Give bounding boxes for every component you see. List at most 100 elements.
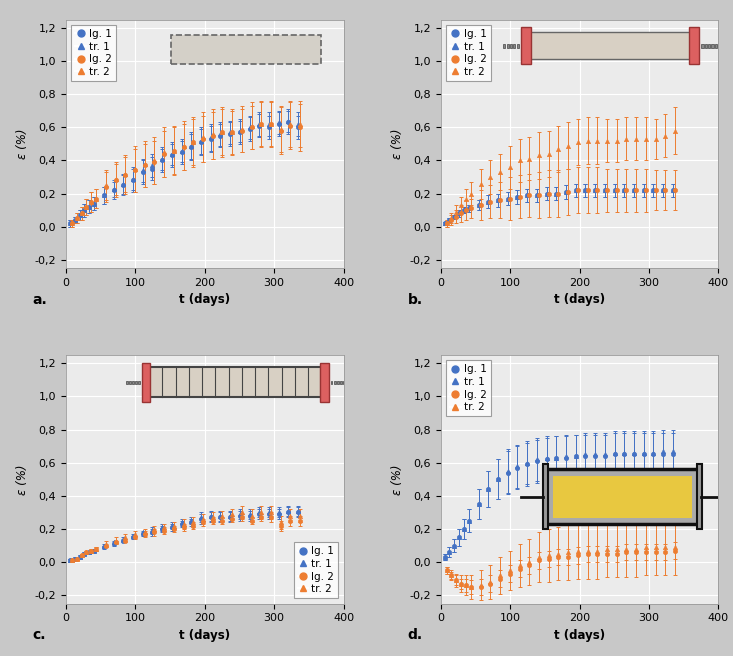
Point <box>224 127 236 138</box>
Legend: lg. 1, tr. 1, lg. 2, tr. 2: lg. 1, tr. 1, lg. 2, tr. 2 <box>446 25 490 81</box>
Point <box>90 194 102 204</box>
Bar <box>701 44 704 48</box>
Point <box>599 451 611 461</box>
Point <box>295 516 306 526</box>
Point <box>119 532 131 543</box>
Bar <box>331 380 333 384</box>
Point <box>589 451 601 461</box>
Point <box>119 535 131 546</box>
Point <box>473 200 485 211</box>
Point <box>243 509 255 520</box>
Point <box>149 527 161 537</box>
Point <box>658 185 669 195</box>
Point <box>217 127 229 138</box>
Point <box>475 200 487 211</box>
Point <box>638 447 649 458</box>
Point <box>628 449 640 460</box>
Point <box>572 137 583 148</box>
Point <box>195 135 207 146</box>
Point <box>582 185 594 195</box>
Point <box>494 573 506 584</box>
Point <box>71 554 83 564</box>
Point <box>234 127 246 138</box>
Point <box>137 529 149 539</box>
Point <box>451 575 463 586</box>
Point <box>158 147 170 157</box>
Point <box>521 457 533 468</box>
Point <box>446 213 457 224</box>
Point <box>66 555 78 565</box>
Point <box>98 541 110 551</box>
Point <box>64 555 75 565</box>
Point <box>572 550 583 561</box>
Point <box>205 512 216 523</box>
Point <box>273 119 284 129</box>
Point <box>295 119 306 129</box>
Bar <box>172 35 321 64</box>
Point <box>147 527 158 537</box>
Point <box>438 552 450 562</box>
Point <box>234 510 246 521</box>
Point <box>205 132 216 142</box>
Point <box>560 187 572 197</box>
Point <box>640 185 652 195</box>
Point <box>88 198 100 209</box>
Point <box>570 185 581 195</box>
Point <box>292 506 304 516</box>
Point <box>482 197 494 207</box>
Point <box>449 211 460 222</box>
Point <box>185 140 197 151</box>
Point <box>64 218 75 229</box>
Point <box>455 208 467 218</box>
Point <box>243 124 255 134</box>
Point <box>284 516 296 526</box>
Point <box>460 194 472 204</box>
Point <box>156 523 168 534</box>
Point <box>611 544 622 554</box>
Point <box>669 125 681 136</box>
Bar <box>712 44 714 48</box>
Point <box>110 175 122 186</box>
Point <box>256 119 268 129</box>
Point <box>129 163 141 174</box>
Point <box>453 532 465 543</box>
Point <box>458 523 470 534</box>
Point <box>628 185 640 195</box>
Point <box>494 195 506 205</box>
Point <box>492 195 504 205</box>
Point <box>463 516 475 526</box>
Point <box>108 185 119 195</box>
Point <box>473 499 485 510</box>
Point <box>494 570 506 581</box>
Point <box>119 170 131 180</box>
Point <box>84 201 95 212</box>
Point <box>492 474 504 485</box>
Point <box>158 525 170 536</box>
Text: b.: b. <box>408 293 422 307</box>
Point <box>282 506 294 516</box>
Bar <box>708 44 710 48</box>
Point <box>90 544 102 554</box>
Point <box>599 185 611 195</box>
Point <box>275 125 287 136</box>
Point <box>514 155 526 166</box>
Bar <box>336 380 339 384</box>
Point <box>638 185 649 195</box>
Point <box>451 211 463 222</box>
Point <box>640 547 652 558</box>
Point <box>543 550 555 561</box>
Point <box>263 119 275 129</box>
Point <box>197 514 209 524</box>
Point <box>197 517 209 527</box>
Point <box>543 188 555 199</box>
Point <box>217 510 229 521</box>
Bar <box>343 380 345 384</box>
Point <box>611 185 622 195</box>
Point <box>492 195 504 205</box>
Point <box>168 523 180 534</box>
Point <box>98 190 110 201</box>
Bar <box>339 380 342 384</box>
Point <box>460 580 472 590</box>
Point <box>75 208 87 218</box>
Point <box>647 449 659 460</box>
